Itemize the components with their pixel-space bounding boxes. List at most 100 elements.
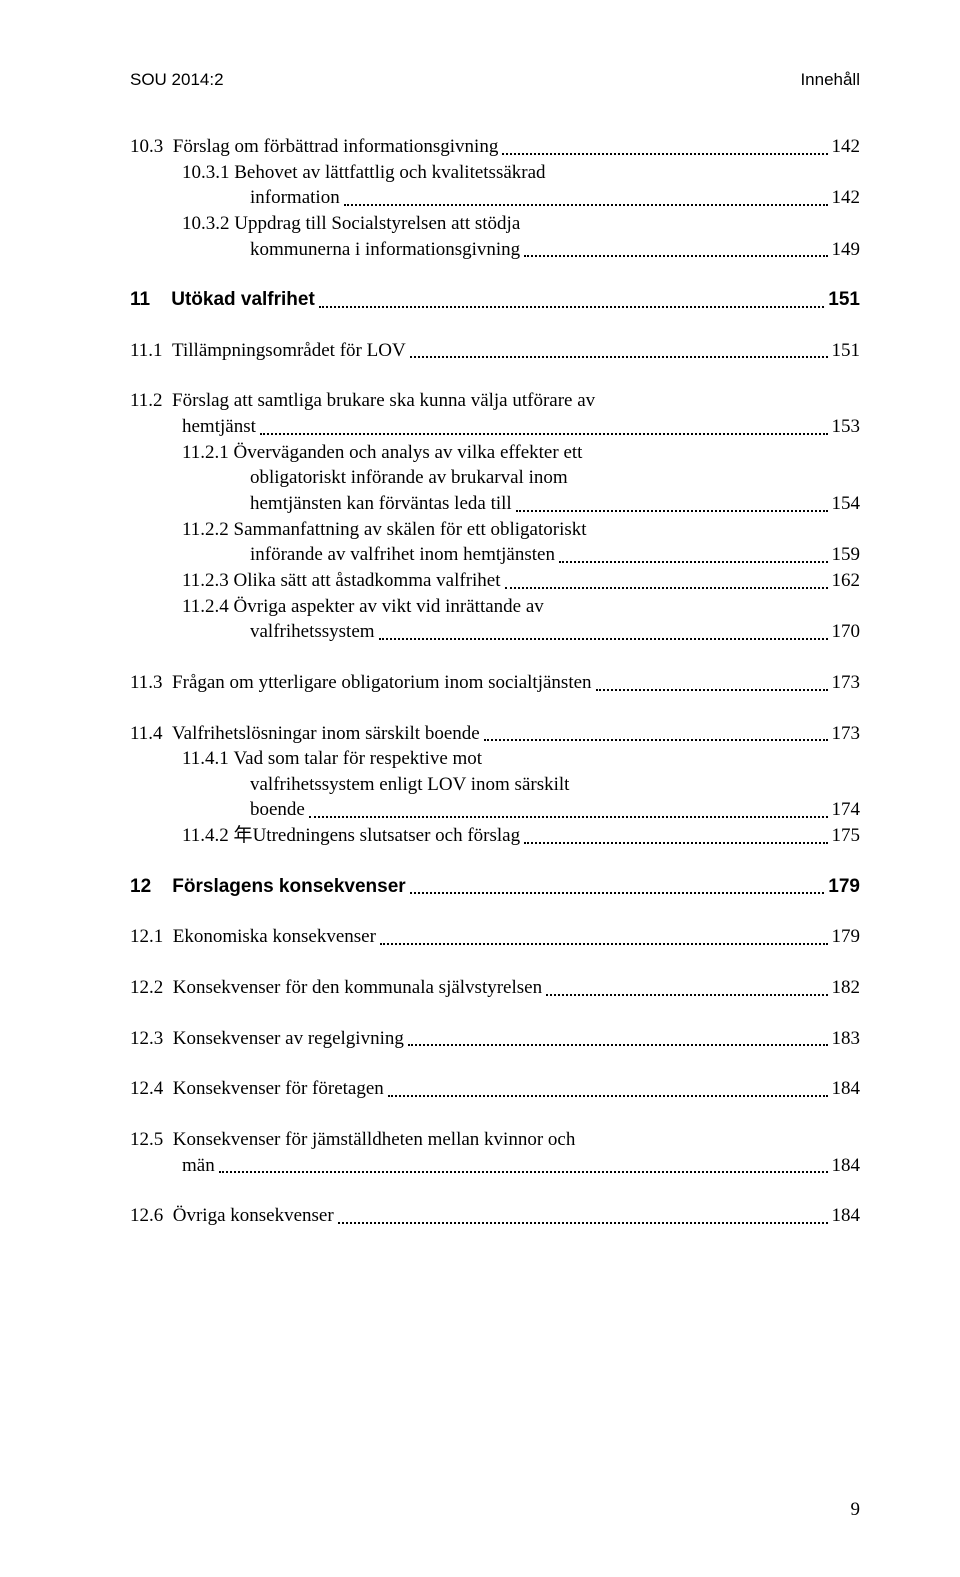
toc-page: 149 bbox=[832, 237, 861, 263]
toc-entry: 11.4.1 Vad som talar för respektive mot … bbox=[130, 746, 860, 823]
toc-entry: 12.3 Konsekvenser av regelgivning 183 bbox=[130, 1026, 860, 1052]
toc-title: Förslag om förbättrad informationsgivnin… bbox=[173, 134, 499, 160]
toc-entry: 11.3 Frågan om ytterligare obligatorium … bbox=[130, 670, 860, 696]
toc-entry: 11.2.4 Övriga aspekter av vikt vid inrät… bbox=[130, 594, 860, 645]
toc-title: Övriga aspekter av vikt vid inrättande a… bbox=[234, 594, 544, 620]
toc-title-cont: obligatoriskt införande av brukarval ino… bbox=[250, 465, 568, 491]
toc-leaders bbox=[516, 510, 828, 512]
toc-title-cont: valfrihetssystem enligt LOV inom särskil… bbox=[250, 772, 569, 798]
toc-number: 10.3.2 bbox=[182, 211, 234, 237]
toc-page: 159 bbox=[832, 542, 861, 568]
toc-title: Konsekvenser för jämställdheten mellan k… bbox=[173, 1127, 576, 1153]
toc-entry: 11.4.2 年 Utredningens slutsatser och för… bbox=[130, 823, 860, 849]
toc-leaders bbox=[309, 816, 828, 818]
toc-number: 12.4 bbox=[130, 1076, 173, 1102]
toc-number: 11.2.2 bbox=[182, 517, 234, 543]
toc-number: 12.1 bbox=[130, 924, 173, 950]
toc-number: 11.2.1 bbox=[182, 440, 234, 466]
toc-leaders bbox=[319, 306, 824, 308]
toc-number: 11.2.3 bbox=[182, 568, 234, 594]
toc-title: Uppdrag till Socialstyrelsen att stödja bbox=[234, 211, 520, 237]
toc-page: 184 bbox=[832, 1203, 861, 1229]
toc-number: 12 bbox=[130, 874, 172, 900]
toc-page: 142 bbox=[832, 185, 861, 211]
toc-page: 174 bbox=[832, 797, 861, 823]
toc-number: 11.1 bbox=[130, 338, 172, 364]
toc-leaders bbox=[524, 255, 827, 257]
toc-title: Ekonomiska konsekvenser bbox=[173, 924, 376, 950]
toc-title: Frågan om ytterligare obligatorium inom … bbox=[172, 670, 591, 696]
toc-leaders bbox=[524, 842, 827, 844]
toc-page: 162 bbox=[832, 568, 861, 594]
toc-leaders bbox=[410, 356, 828, 358]
toc-number: 11.4.2 bbox=[182, 823, 234, 849]
toc-number: 11.2 bbox=[130, 388, 172, 414]
toc-number: 12.6 bbox=[130, 1203, 173, 1229]
toc-page: 179 bbox=[828, 874, 860, 900]
toc-page: 173 bbox=[832, 721, 861, 747]
toc-entry: 11.2.3 Olika sätt att åstadkomma valfrih… bbox=[130, 568, 860, 594]
toc-entry: 12.6 Övriga konsekvenser 184 bbox=[130, 1203, 860, 1229]
toc-page: 175 bbox=[832, 823, 861, 849]
header-left: SOU 2014:2 bbox=[130, 70, 224, 90]
page: SOU 2014:2 Innehåll 10.3 Förslag om förb… bbox=[0, 0, 960, 1577]
toc-chapter: 11 Utökad valfrihet 151 bbox=[130, 287, 860, 313]
toc-page: 151 bbox=[828, 287, 860, 313]
toc-entry: 10.3 Förslag om förbättrad informationsg… bbox=[130, 134, 860, 160]
toc-title: Behovet av lättfattlig och kvalitetssäkr… bbox=[234, 160, 545, 186]
toc-title-cont: information bbox=[250, 185, 340, 211]
toc-title: Tillämpningsområdet för LOV bbox=[172, 338, 406, 364]
toc-leaders bbox=[344, 204, 828, 206]
toc-title: Utredningens slutsatser och förslag bbox=[253, 823, 521, 849]
toc-leaders bbox=[408, 1044, 828, 1046]
page-number: 9 bbox=[851, 1499, 861, 1521]
toc-entry: 10.3.1 Behovet av lättfattlig och kvalit… bbox=[130, 160, 860, 211]
toc-leaders bbox=[502, 153, 827, 155]
toc-title: Olika sätt att åstadkomma valfrihet bbox=[234, 568, 501, 594]
toc-entry: 12.1 Ekonomiska konsekvenser 179 bbox=[130, 924, 860, 950]
toc-entry: 12.4 Konsekvenser för företagen 184 bbox=[130, 1076, 860, 1102]
toc-entry: 11.2.2 Sammanfattning av skälen för ett … bbox=[130, 517, 860, 568]
toc-page: 142 bbox=[832, 134, 861, 160]
toc-number: 11.4 bbox=[130, 721, 172, 747]
toc-number: 12.5 bbox=[130, 1127, 173, 1153]
toc-title: Förslag att samtliga brukare ska kunna v… bbox=[172, 388, 595, 414]
toc-entry: 11.2.1 Överväganden och analys av vilka … bbox=[130, 440, 860, 517]
toc-leaders bbox=[380, 943, 828, 945]
toc-title-cont: hemtjänst bbox=[182, 414, 256, 440]
toc-page: 151 bbox=[832, 338, 861, 364]
toc-leaders bbox=[596, 689, 828, 691]
toc-leaders bbox=[379, 638, 828, 640]
toc-leaders bbox=[219, 1171, 828, 1173]
toc-leaders bbox=[338, 1222, 828, 1224]
toc-page: 173 bbox=[832, 670, 861, 696]
toc-title: Utökad valfrihet bbox=[171, 287, 315, 313]
toc-title: Sammanfattning av skälen för ett obligat… bbox=[234, 517, 587, 543]
toc-number: 12.3 bbox=[130, 1026, 173, 1052]
toc-title-cont: införande av valfrihet inom hemtjänsten bbox=[250, 542, 555, 568]
toc-page: 153 bbox=[832, 414, 861, 440]
toc-number: 10.3.1 bbox=[182, 160, 234, 186]
toc-title: Vad som talar för respektive mot bbox=[234, 746, 483, 772]
toc-title: Förslagens konsekvenser bbox=[172, 874, 405, 900]
toc-leaders bbox=[546, 994, 827, 996]
toc-title: Konsekvenser av regelgivning bbox=[173, 1026, 404, 1052]
toc-title-cont: valfrihetssystem bbox=[250, 619, 375, 645]
toc-title-cont: män bbox=[182, 1153, 215, 1179]
toc-chapter: 12 Förslagens konsekvenser 179 bbox=[130, 874, 860, 900]
toc-title: Överväganden och analys av vilka effekte… bbox=[234, 440, 583, 466]
toc-entry: 12.2 Konsekvenser för den kommunala själ… bbox=[130, 975, 860, 1001]
toc-page: 184 bbox=[832, 1153, 861, 1179]
toc-title: Övriga konsekvenser bbox=[173, 1203, 334, 1229]
toc-page: 184 bbox=[832, 1076, 861, 1102]
toc-title: Konsekvenser för företagen bbox=[173, 1076, 384, 1102]
toc-entry: 11.2 Förslag att samtliga brukare ska ku… bbox=[130, 388, 860, 439]
toc-number: 10.3 bbox=[130, 134, 173, 160]
toc-page: 183 bbox=[832, 1026, 861, 1052]
toc-entry: 11.4 Valfrihetslösningar inom särskilt b… bbox=[130, 721, 860, 747]
toc-page: 154 bbox=[832, 491, 861, 517]
toc-entry: 11.1 Tillämpningsområdet för LOV 151 bbox=[130, 338, 860, 364]
toc-number: 12.2 bbox=[130, 975, 173, 1001]
toc-leaders bbox=[505, 587, 828, 589]
toc-title-cont: boende bbox=[250, 797, 305, 823]
